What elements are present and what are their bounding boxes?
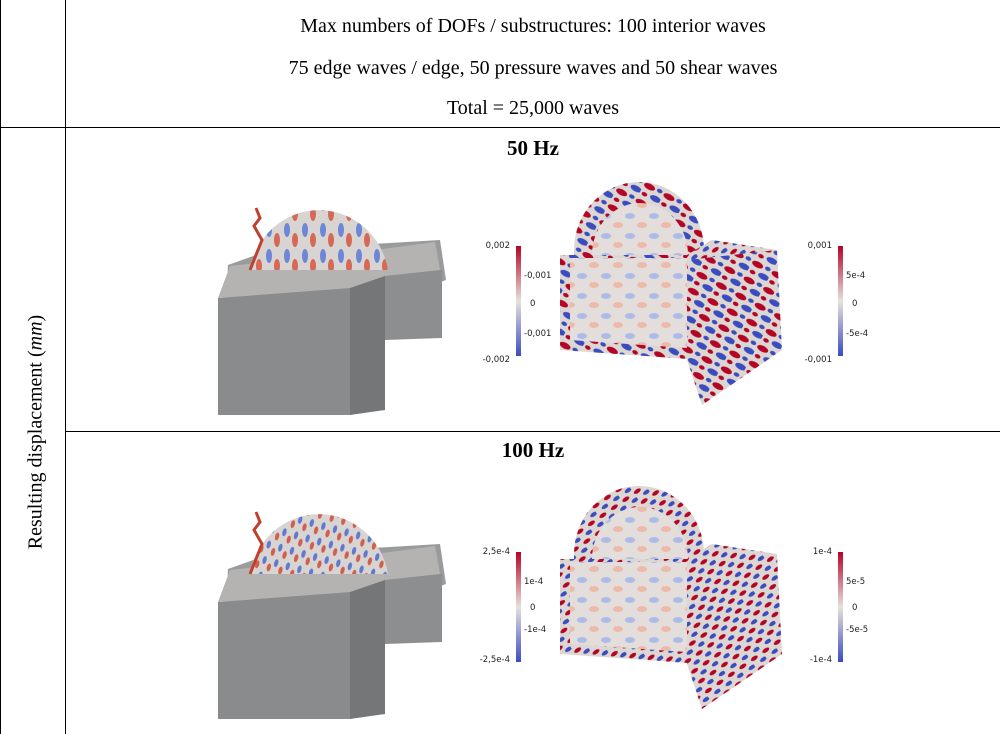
table-column-divider xyxy=(65,0,66,734)
table-left-border xyxy=(0,0,1,734)
colorbar-left-50hz-max: 0,002 xyxy=(486,241,510,251)
colorbar-left-100hz-mid: 0 xyxy=(530,603,535,613)
row-label-prefix: Resulting displacement ( xyxy=(24,350,47,550)
model-surface-100hz xyxy=(218,511,446,719)
colorbar-left-100hz-upper: 1e-4 xyxy=(524,577,543,587)
header-line-1: Max numbers of DOFs / substructures: 100… xyxy=(300,15,766,37)
colorbar-right-100hz: 1e-4 5e-5 0 -5e-5 -1e-4 xyxy=(810,547,868,665)
panel-title-100hz: 100 Hz xyxy=(501,438,565,462)
row-label-suffix: ) xyxy=(24,314,47,322)
colorbar-left-100hz: 2,5e-4 1e-4 0 -1e-4 -2,5e-4 xyxy=(480,547,546,665)
colorbar-left-100hz-lower: -1e-4 xyxy=(524,625,546,635)
colorbar-left-50hz-min: -0,002 xyxy=(483,355,510,365)
panel-row-divider xyxy=(65,431,1000,432)
colorbar-right-100hz-max: 1e-4 xyxy=(813,547,832,557)
header-line-3: Total = 25,000 waves xyxy=(446,97,620,119)
colorbar-right-50hz-mid: 0 xyxy=(852,299,857,309)
colorbar-left-100hz-min: -2,5e-4 xyxy=(480,655,510,665)
panel-title-50hz: 50 Hz xyxy=(507,136,559,160)
row-label: Resulting displacement (mm) xyxy=(25,315,48,549)
colorbar-left-50hz: 0,002 -0,001 0 -0,001 -0,002 xyxy=(483,241,552,365)
colorbar-left-100hz-max: 2,5e-4 xyxy=(483,547,510,557)
colorbar-left-50hz-upper: -0,001 xyxy=(524,271,551,281)
colorbar-right-50hz-upper: 5e-4 xyxy=(846,271,865,281)
row-label-unit: mm xyxy=(24,321,47,351)
header-line-2: 75 edge waves / edge, 50 pressure waves … xyxy=(288,57,778,79)
colorbar-right-50hz-max: 0,001 xyxy=(808,241,832,251)
colorbar-right-100hz-lower: -5e-5 xyxy=(846,625,868,635)
header-row-divider xyxy=(0,127,1000,128)
colorbar-right-50hz-min: -0,001 xyxy=(805,355,832,365)
colorbar-right-100hz-upper: 5e-5 xyxy=(846,577,865,587)
colorbar-left-50hz-lower: -0,001 xyxy=(524,329,551,339)
colorbar-right-50hz: 0,001 5e-4 0 -5e-4 -0,001 xyxy=(805,241,869,365)
model-cut-section-50hz xyxy=(560,182,782,405)
colorbar-right-50hz-lower: -5e-4 xyxy=(846,329,868,339)
model-surface-50hz xyxy=(218,207,446,415)
colorbar-left-50hz-mid: 0 xyxy=(530,299,535,309)
model-cut-section-100hz xyxy=(560,486,782,709)
colorbar-right-100hz-min: -1e-4 xyxy=(810,655,832,665)
colorbar-right-100hz-mid: 0 xyxy=(852,603,857,613)
